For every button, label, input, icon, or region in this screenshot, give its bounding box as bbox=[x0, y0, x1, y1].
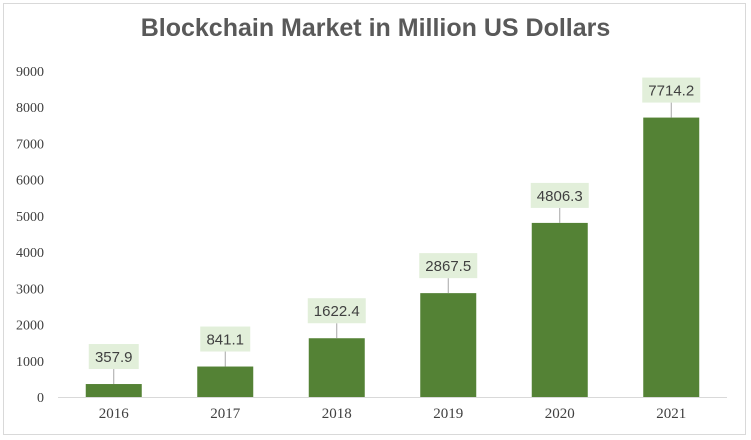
y-tick-label: 2000 bbox=[16, 319, 44, 334]
bar-2019 bbox=[420, 293, 477, 397]
x-tick-label: 2018 bbox=[322, 406, 352, 422]
x-tick-label: 2016 bbox=[99, 406, 130, 422]
data-label: 357.9 bbox=[95, 349, 133, 366]
y-tick-label: 9000 bbox=[16, 65, 44, 80]
bar-2021 bbox=[643, 117, 700, 398]
data-label: 7714.2 bbox=[648, 83, 694, 100]
bar-2017 bbox=[197, 366, 254, 397]
bar-2018 bbox=[308, 338, 365, 397]
data-label: 1622.4 bbox=[314, 303, 360, 320]
bar-2016 bbox=[85, 384, 142, 397]
y-tick-label: 4000 bbox=[16, 246, 44, 261]
data-label-box bbox=[88, 344, 139, 370]
data-label: 4806.3 bbox=[537, 188, 583, 205]
data-label-box bbox=[642, 77, 701, 103]
y-tick-label: 6000 bbox=[16, 174, 44, 189]
x-tick-label: 2021 bbox=[656, 406, 686, 422]
bar-2020 bbox=[531, 222, 588, 397]
x-tick-label: 2017 bbox=[210, 406, 241, 422]
x-tick-label: 2020 bbox=[545, 406, 575, 422]
data-label: 2867.5 bbox=[425, 258, 471, 275]
y-tick-label: 3000 bbox=[16, 282, 44, 297]
x-tick-label: 2019 bbox=[433, 406, 463, 422]
data-label-box bbox=[530, 182, 589, 208]
data-label-box bbox=[419, 253, 478, 279]
y-tick-label: 0 bbox=[37, 391, 44, 406]
y-tick-label: 7000 bbox=[16, 137, 44, 152]
y-tick-label: 5000 bbox=[16, 210, 44, 225]
data-label-box bbox=[200, 326, 251, 352]
data-label: 841.1 bbox=[206, 332, 244, 349]
chart-title: Blockchain Market in Million US Dollars bbox=[140, 14, 611, 42]
y-tick-label: 1000 bbox=[16, 355, 44, 370]
chart-frame bbox=[3, 3, 746, 435]
data-label-box bbox=[307, 298, 366, 324]
y-tick-label: 8000 bbox=[16, 101, 44, 116]
